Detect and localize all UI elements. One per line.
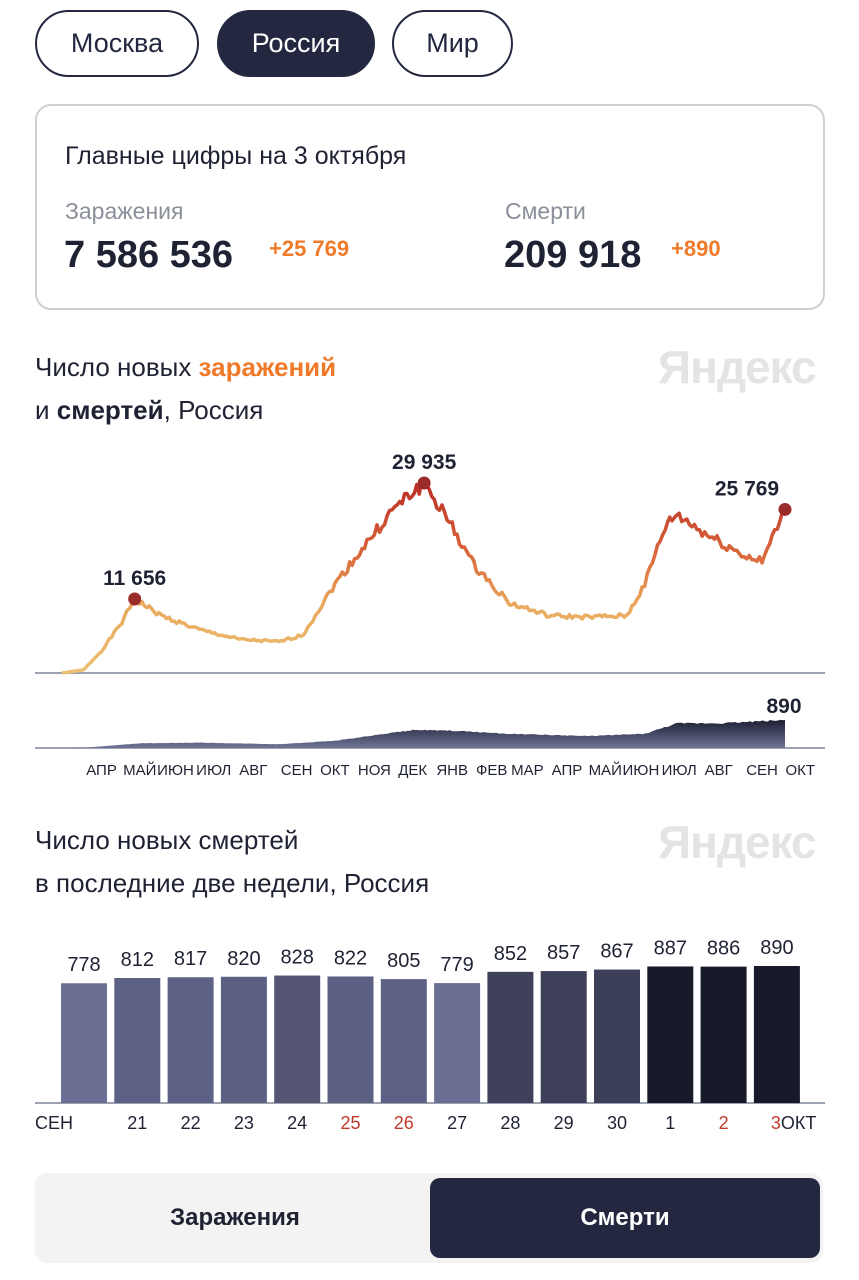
title-highlight-infections: заражений <box>198 352 337 382</box>
summary-title: Главные цифры на 3 октября <box>65 142 407 170</box>
peak-label: 25 769 <box>715 477 779 500</box>
bar <box>540 971 587 1103</box>
day-tick-label: 25 <box>340 1113 360 1133</box>
peak-label: 29 935 <box>392 451 457 474</box>
deaths-label: Смерти <box>505 198 586 224</box>
yandex-logo: Яндекс <box>658 341 817 393</box>
month-tick-label: ИЮЛ <box>662 762 697 779</box>
bar-value-label: 867 <box>600 941 633 963</box>
day-tick-label: 24 <box>287 1113 307 1133</box>
infections-label: Заражения <box>65 198 184 224</box>
month-tick-label: ИЮЛ <box>196 762 231 779</box>
region-tab-moscow[interactable]: Москва <box>35 10 199 77</box>
peak-label: 11 656 <box>103 567 166 590</box>
bar <box>700 966 747 1103</box>
bar-value-label: 828 <box>281 947 314 969</box>
chart1-title-line1: Число новых заражений <box>35 352 336 383</box>
month-suffix-label: ОКТ <box>781 1113 816 1133</box>
bar-value-label: 890 <box>760 937 793 959</box>
chart2-title-line2: в последние две недели, Россия <box>35 868 430 898</box>
peak-marker <box>778 502 792 516</box>
bar-value-label: 778 <box>67 954 100 976</box>
bar <box>434 983 481 1103</box>
infections-delta: +25 769 <box>269 236 350 261</box>
day-tick-label: 27 <box>447 1113 467 1133</box>
day-tick-label: 29 <box>554 1113 574 1133</box>
month-tick-label: ОКТ <box>786 762 816 779</box>
day-tick-label: 2 <box>719 1113 729 1133</box>
peak-marker <box>128 592 142 606</box>
month-tick-label: ФЕВ <box>476 762 507 779</box>
day-tick-label: СЕН <box>35 1113 73 1133</box>
bar <box>220 976 267 1103</box>
day-tick-label: 21 <box>127 1113 147 1133</box>
month-tick-label: НОЯ <box>358 762 391 779</box>
month-tick-label: ИЮН <box>623 762 660 779</box>
deaths-area <box>62 719 785 748</box>
month-tick-label: МАЙ <box>589 761 622 779</box>
bar <box>594 969 640 1103</box>
day-tick-label: 28 <box>500 1113 520 1133</box>
title-text: Число новых <box>35 352 199 382</box>
infections-total: 7 586 536 <box>64 234 234 276</box>
month-tick-label: ОКТ <box>320 762 350 779</box>
bar <box>380 979 427 1103</box>
bar-value-label: 857 <box>547 942 580 964</box>
deaths-peak-label: 890 <box>766 695 801 718</box>
month-tick-label: ДЕК <box>398 762 427 779</box>
summary-card: Главные цифры на 3 октября Заражения 7 5… <box>35 104 825 310</box>
month-tick-label: ИЮН <box>157 762 194 779</box>
month-tick-label: МАР <box>511 762 544 779</box>
bar <box>61 983 107 1103</box>
day-tick-label: 23 <box>234 1113 254 1133</box>
bar-value-label: 779 <box>440 954 473 976</box>
toggle-infections-button[interactable]: Заражения <box>170 1204 300 1231</box>
bar-value-label: 805 <box>387 950 420 972</box>
infections-line <box>61 478 787 675</box>
deaths-total: 209 918 <box>504 234 642 276</box>
metric-toggle: Заражения Смерти <box>35 1173 823 1263</box>
region-tab-world[interactable]: Мир <box>392 10 513 77</box>
month-tick-label: СЕН <box>281 762 313 779</box>
bar-value-label: 812 <box>121 949 154 971</box>
bar-value-label: 886 <box>707 938 740 960</box>
bar <box>167 977 214 1103</box>
day-tick-label: 22 <box>181 1113 201 1133</box>
bar <box>753 966 800 1103</box>
deaths-bar-chart: 778СЕН8122181722820238282482225805267792… <box>35 937 825 1133</box>
month-tick-label: СЕН <box>746 762 778 779</box>
day-tick-label: 1 <box>665 1113 675 1133</box>
chart2-title-line1: Число новых смертей <box>35 825 299 855</box>
bar-value-label: 822 <box>334 947 367 969</box>
bar-value-label: 817 <box>174 948 207 970</box>
deaths-delta: +890 <box>671 236 721 261</box>
bar <box>327 976 374 1103</box>
day-tick-label: 30 <box>607 1113 627 1133</box>
month-tick-label: АПР <box>552 762 583 779</box>
month-tick-label: АВГ <box>705 762 733 779</box>
bar <box>487 971 534 1103</box>
month-tick-label: МАЙ <box>123 761 156 779</box>
day-tick-label: 3 <box>771 1113 781 1133</box>
month-tick-label: АВГ <box>239 762 267 779</box>
title-text: и <box>35 395 57 425</box>
bar <box>647 966 694 1103</box>
chart1-title-line2: и смертей, Россия <box>35 395 263 426</box>
bar-value-label: 887 <box>654 937 687 959</box>
yandex-logo: Яндекс <box>658 816 817 868</box>
day-tick-label: 26 <box>394 1113 414 1133</box>
bar <box>114 978 161 1103</box>
title-text: , Россия <box>163 395 264 425</box>
title-highlight-deaths: смертей <box>56 395 164 425</box>
bar-value-label: 852 <box>494 943 527 965</box>
peak-marker <box>417 476 431 490</box>
toggle-deaths-button[interactable]: Смерти <box>430 1178 820 1258</box>
month-tick-label: АПР <box>86 762 117 779</box>
month-tick-label: ЯНВ <box>436 762 468 779</box>
region-tab-russia[interactable]: Россия <box>217 10 375 77</box>
bar <box>274 975 321 1103</box>
bar-value-label: 820 <box>227 948 260 970</box>
